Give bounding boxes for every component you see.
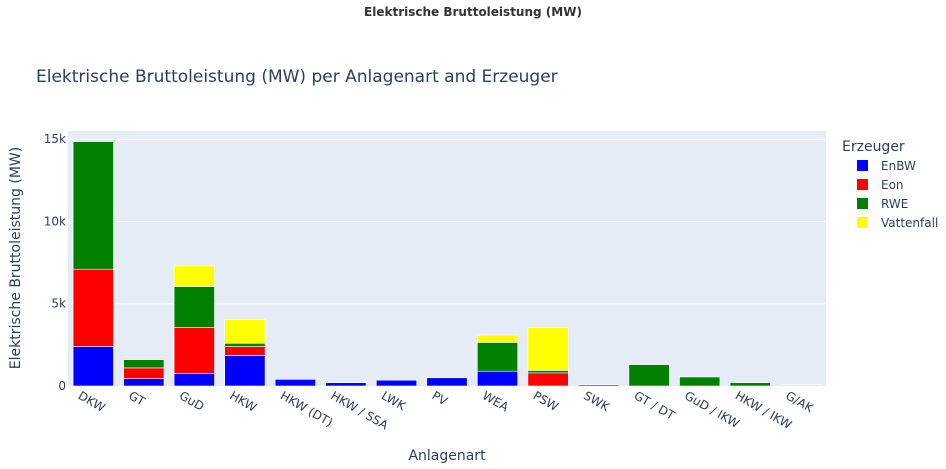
- bar-segment[interactable]: [527, 327, 569, 371]
- y-tick-label: 10k: [44, 214, 66, 228]
- legend-swatch[interactable]: [857, 198, 868, 209]
- bar-segment[interactable]: [729, 382, 771, 387]
- bar-segment[interactable]: [527, 370, 569, 374]
- bar-segment[interactable]: [224, 342, 266, 347]
- x-tick-label: LWK: [379, 388, 409, 413]
- bar-segment[interactable]: [224, 355, 266, 387]
- bar-segment[interactable]: [72, 346, 114, 387]
- bar-segment[interactable]: [325, 382, 367, 387]
- x-tick-label: PSW: [531, 388, 561, 414]
- bar-segment[interactable]: [72, 141, 114, 270]
- bar-segment[interactable]: [72, 268, 114, 347]
- legend-title: Erzeuger: [842, 139, 905, 155]
- x-axis-title: Anlagenart: [408, 448, 486, 464]
- x-tick-label: HKW (DT): [278, 388, 335, 429]
- y-tick-label: 0: [58, 379, 66, 393]
- bar-segment[interactable]: [578, 384, 620, 387]
- y-axis-ticks: 0 5k 10k 15k: [44, 132, 66, 393]
- bar-segment[interactable]: [173, 265, 215, 287]
- y-tick-label: 5k: [51, 297, 66, 311]
- y-tick-label: 15k: [44, 132, 66, 146]
- bar-segment[interactable]: [426, 377, 468, 387]
- x-tick-label: SWK: [581, 388, 613, 414]
- legend-label[interactable]: Eon: [881, 178, 904, 192]
- x-tick-label: HKW / IKW: [733, 388, 795, 432]
- legend-label[interactable]: Vattenfall: [881, 216, 938, 230]
- legend-swatch[interactable]: [857, 160, 868, 171]
- x-tick-label: DKW: [76, 388, 108, 414]
- bar-segment[interactable]: [123, 367, 165, 379]
- bar-segment[interactable]: [780, 384, 822, 387]
- bar-segment[interactable]: [476, 370, 518, 387]
- legend: Erzeuger EnBW Eon RWE Vattenfall: [842, 139, 938, 230]
- y-axis-title: Elektrische Bruttoleistung (MW): [8, 147, 24, 369]
- bar-segment[interactable]: [628, 364, 670, 387]
- bar-segment[interactable]: [173, 373, 215, 387]
- bars: [72, 141, 822, 387]
- legend-swatch[interactable]: [857, 179, 868, 190]
- bar-segment[interactable]: [224, 319, 266, 344]
- bar-segment[interactable]: [679, 376, 721, 387]
- bar-segment[interactable]: [527, 372, 569, 387]
- bar-segment[interactable]: [173, 327, 215, 375]
- x-tick-label: GT: [126, 388, 148, 409]
- x-tick-label: PV: [430, 388, 451, 408]
- bar-segment[interactable]: [375, 379, 417, 387]
- bar-segment[interactable]: [123, 359, 165, 369]
- x-tick-label: WEA: [480, 388, 512, 414]
- bar-segment[interactable]: [224, 346, 266, 356]
- bar-segment[interactable]: [123, 378, 165, 387]
- x-tick-label: GuD / IKW: [682, 388, 742, 431]
- page-title: Elektrische Bruttoleistung (MW): [364, 5, 582, 19]
- x-tick-label: G/AK: [783, 388, 816, 415]
- x-tick-label: GuD: [177, 388, 207, 413]
- legend-label[interactable]: RWE: [881, 197, 908, 211]
- x-tick-label: HKW: [227, 388, 259, 414]
- legend-swatch[interactable]: [857, 217, 868, 228]
- bar-segment[interactable]: [274, 379, 316, 387]
- bar-segment[interactable]: [173, 286, 215, 328]
- x-tick-label: GT / DT: [632, 388, 678, 423]
- bar-segment[interactable]: [476, 342, 518, 372]
- bar-segment[interactable]: [476, 334, 518, 343]
- chart-title: Elektrische Bruttoleistung (MW) per Anla…: [36, 67, 558, 87]
- legend-label[interactable]: EnBW: [881, 159, 916, 173]
